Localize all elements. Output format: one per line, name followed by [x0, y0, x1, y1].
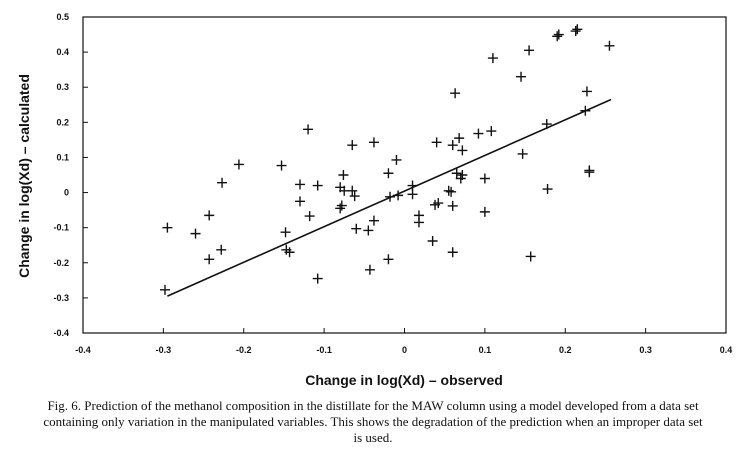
y-tick-label: 0 [64, 188, 69, 198]
data-point [407, 180, 418, 191]
data-point [303, 124, 314, 135]
data-point [487, 53, 498, 64]
x-tick-label: 0 [402, 345, 407, 355]
data-point [454, 133, 465, 144]
data-point [413, 217, 424, 228]
x-tick-label: 0.1 [479, 345, 492, 355]
data-point [217, 177, 228, 188]
data-point [553, 29, 564, 40]
data-point [572, 24, 583, 35]
data-point [407, 189, 418, 200]
data-point [364, 264, 375, 275]
data-point [542, 184, 553, 195]
data-point [580, 105, 591, 116]
x-axis-ticks: -0.4 -0.3 -0.2 -0.1 0 0.1 0.2 0.3 0.4 [75, 328, 732, 355]
x-axis-label: Change in log(Xd) – observed [305, 372, 503, 388]
data-point [336, 200, 347, 211]
data-point [304, 211, 315, 222]
data-point [383, 254, 394, 265]
scatter-chart: -0.4 -0.3 -0.2 -0.1 0 0.1 0.2 0.3 0.4 -0.4-0.3-0… [16, 12, 732, 388]
regression-line-group [167, 98, 612, 297]
data-point [204, 254, 215, 265]
x-tick-label: 0.2 [559, 345, 572, 355]
data-point [431, 137, 442, 148]
data-point [479, 206, 490, 217]
x-tick-label: 0.3 [639, 345, 652, 355]
data-point [479, 173, 490, 184]
plot-frame [82, 16, 727, 334]
data-point [391, 154, 402, 165]
data-point [447, 140, 458, 151]
data-point [216, 244, 227, 255]
data-point [347, 185, 358, 196]
data-point [347, 140, 358, 151]
y-tick-label: 0.2 [56, 117, 69, 127]
y-tick-label: 0.4 [56, 47, 69, 57]
data-point [524, 45, 535, 56]
y-tick-label: 0.1 [56, 152, 69, 162]
data-point [433, 198, 444, 209]
data-point [427, 236, 438, 247]
data-point [552, 31, 563, 42]
data-point [473, 128, 484, 139]
data-points [159, 24, 615, 295]
data-point [393, 190, 404, 201]
data-point [541, 119, 552, 130]
data-point [312, 273, 323, 284]
y-axis-ticks: -0.4 -0.3 -0.2 -0.1 0 0.1 0.2 0.3 0.4 0.5 [53, 12, 88, 338]
y-tick-label: -0.2 [53, 258, 69, 268]
data-point [295, 179, 306, 190]
data-point [351, 223, 362, 234]
data-point [581, 86, 592, 97]
data-point [584, 167, 595, 178]
data-point [447, 200, 458, 211]
data-point [570, 26, 581, 37]
data-point [486, 126, 497, 137]
data-point [525, 251, 536, 262]
data-point [451, 168, 462, 179]
y-tick-label: -0.4 [53, 328, 69, 338]
data-point [276, 160, 287, 171]
y-tick-label: -0.3 [53, 293, 69, 303]
data-point [233, 159, 244, 170]
data-point [457, 145, 468, 156]
data-point [516, 71, 527, 82]
data-point [284, 247, 295, 258]
regression-line [167, 98, 612, 297]
data-point [349, 191, 360, 202]
data-point [162, 222, 173, 233]
data-point [280, 227, 291, 238]
x-tick-label: -0.2 [236, 345, 252, 355]
y-tick-label: 0.3 [56, 82, 69, 92]
x-tick-label: 0.4 [720, 345, 733, 355]
data-point [443, 185, 454, 196]
data-point [338, 170, 349, 180]
x-tick-label: -0.3 [156, 345, 172, 355]
data-point [517, 148, 528, 159]
x-tick-label: -0.1 [316, 345, 332, 355]
data-point [450, 88, 461, 99]
data-point [190, 228, 201, 239]
figure-caption: Fig. 6. Prediction of the methanol compo… [43, 398, 703, 445]
data-point [204, 210, 215, 221]
data-point [385, 191, 396, 202]
x-tick-label: -0.4 [75, 345, 91, 355]
y-axis-label: Change in log(Xd) – calculated [16, 74, 32, 278]
y-tick-label: 0.5 [56, 12, 69, 22]
data-point [312, 180, 323, 191]
data-point [368, 137, 379, 148]
data-point [383, 168, 394, 179]
data-point [159, 284, 170, 295]
data-point [363, 225, 374, 236]
data-point [368, 215, 379, 226]
y-tick-label: -0.1 [53, 223, 69, 233]
data-point [446, 186, 457, 197]
data-point [447, 247, 458, 258]
data-point [295, 196, 306, 207]
data-point [604, 40, 615, 51]
data-point [457, 170, 468, 180]
